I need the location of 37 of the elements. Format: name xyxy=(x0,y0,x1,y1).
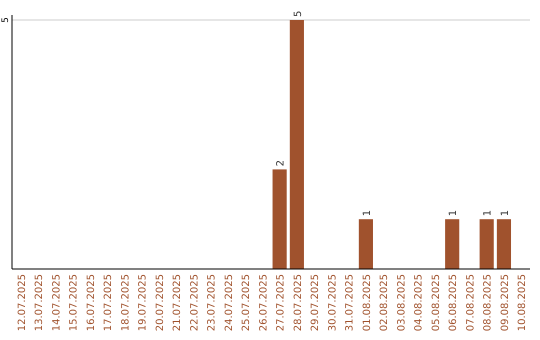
x-tick-label: 20.07.2025 xyxy=(154,274,166,332)
x-tick-label: 16.07.2025 xyxy=(86,274,97,332)
x-tick-label: 27.07.2025 xyxy=(276,274,287,332)
x-tick-label: 24.07.2025 xyxy=(224,274,235,332)
x-tick-label: 25.07.2025 xyxy=(241,274,252,332)
x-tick-label: 29.07.2025 xyxy=(310,274,322,332)
x-tick-label: 19.07.2025 xyxy=(138,274,149,332)
x-tick-label: 04.08.2025 xyxy=(414,274,425,332)
x-tick-label: 26.07.2025 xyxy=(258,274,270,332)
x-tick-label: 28.07.2025 xyxy=(292,274,304,332)
data-label: 1 xyxy=(362,210,373,216)
x-tick-label: 23.07.2025 xyxy=(206,274,218,332)
x-tick-label: 03.08.2025 xyxy=(396,274,408,332)
x-tick-label: 12.07.2025 xyxy=(16,274,28,332)
x-tick-label: 08.08.2025 xyxy=(482,274,494,332)
x-tick-label: 07.08.2025 xyxy=(465,274,476,332)
x-tick-label: 21.07.2025 xyxy=(172,274,184,332)
x-tick-label: 15.07.2025 xyxy=(68,274,80,332)
ref-line-label: 5 xyxy=(1,17,11,23)
x-tick-label: 18.07.2025 xyxy=(120,274,132,332)
x-tick-label: 30.07.2025 xyxy=(327,274,338,332)
x-tick-label: 02.08.2025 xyxy=(379,274,390,332)
data-label: 2 xyxy=(276,160,287,166)
x-tick-label: 01.08.2025 xyxy=(362,274,373,332)
x-tick-label: 17.07.2025 xyxy=(103,274,114,332)
x-tick-label: 14.07.2025 xyxy=(51,274,62,332)
x-tick-label: 31.07.2025 xyxy=(344,274,356,332)
x-tick-label: 05.08.2025 xyxy=(430,274,442,332)
x-tick-label: 22.07.2025 xyxy=(189,274,200,332)
data-label: 1 xyxy=(448,210,460,216)
x-tick-label: 13.07.2025 xyxy=(34,274,46,332)
data-label: 5 xyxy=(292,10,304,17)
x-tick-label: 06.08.2025 xyxy=(448,274,460,332)
x-tick-label: 09.08.2025 xyxy=(500,274,511,332)
x-tick-label: 10.08.2025 xyxy=(517,274,528,332)
data-label: 1 xyxy=(482,210,494,216)
data-label: 1 xyxy=(500,210,511,216)
